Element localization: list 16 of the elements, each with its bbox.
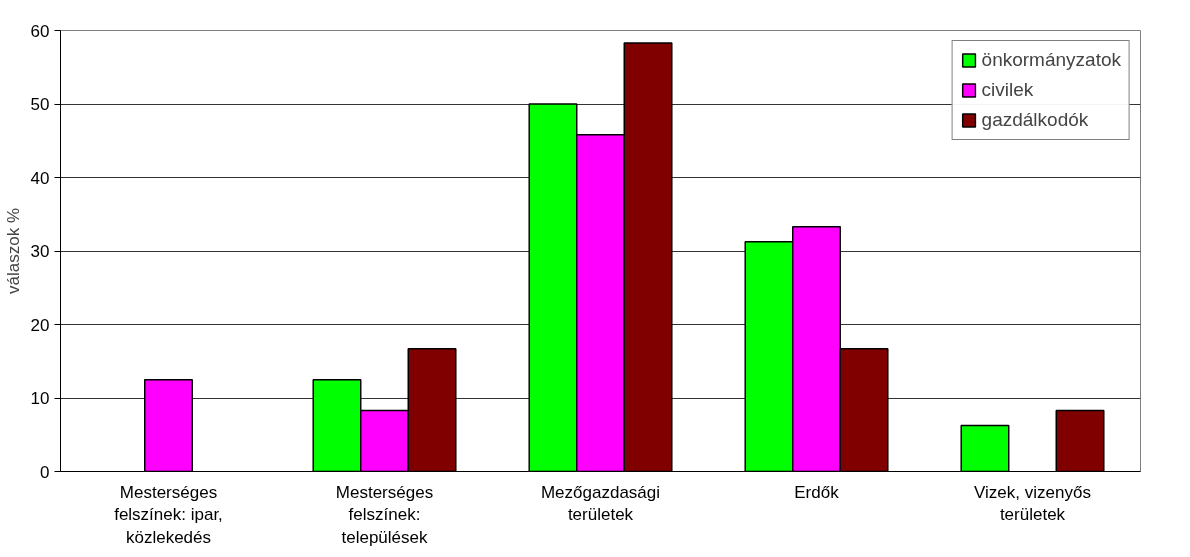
x-tick-label: Vizek, vizenyős területek bbox=[974, 482, 1091, 525]
y-tick-label: 20 bbox=[30, 315, 50, 335]
y-axis-title: válaszok % bbox=[3, 208, 23, 294]
y-tick-label: 50 bbox=[30, 95, 50, 114]
x-tick-label: Mesterséges felszínek: ipar, közlekedés bbox=[114, 482, 223, 548]
y-tick-label: 30 bbox=[30, 242, 50, 261]
x-tick-label: Erdők bbox=[794, 482, 840, 502]
y-tick-label: 60 bbox=[30, 21, 50, 41]
y-tick-label: 10 bbox=[30, 389, 50, 408]
legend-label: önkormányzatok bbox=[981, 49, 1121, 71]
legend-label: gazdálkodók bbox=[981, 109, 1089, 131]
x-tick-label: Mezőgazdasági területek bbox=[540, 482, 661, 525]
y-tick-label: 0 bbox=[40, 462, 50, 482]
y-tick-label: 40 bbox=[30, 168, 50, 188]
x-tick-label: Mesterséges felszínek: települések bbox=[335, 482, 434, 548]
legend-label: civilek bbox=[981, 79, 1034, 101]
